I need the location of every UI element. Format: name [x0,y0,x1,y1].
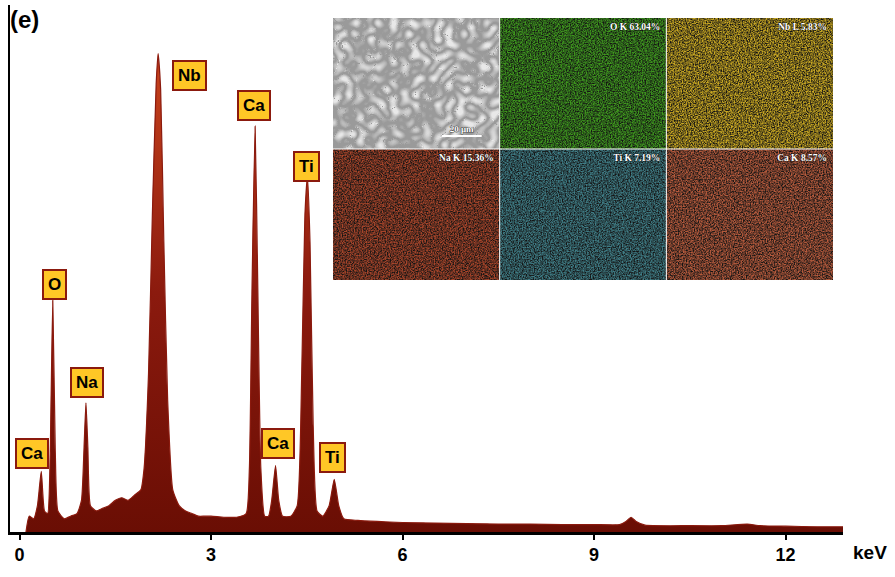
svg-text:keV: keV [853,542,887,563]
svg-text:Ca: Ca [21,444,43,463]
svg-text:Ti: Ti [299,157,314,176]
svg-text:Na K 15.36%: Na K 15.36% [439,153,494,163]
svg-text:20 μm: 20 μm [450,124,474,134]
svg-text:9: 9 [589,545,599,565]
svg-text:Ca: Ca [243,96,265,115]
svg-text:Na: Na [76,373,98,392]
html-text:(e): (e) [10,6,40,33]
svg-text:O K 63.04%: O K 63.04% [610,22,660,32]
svg-text:O: O [48,275,61,294]
svg-text:Ca: Ca [267,434,289,453]
svg-text:Ti K 7.19%: Ti K 7.19% [613,153,660,163]
svg-text:12: 12 [776,545,796,565]
svg-text:6: 6 [398,545,408,565]
svg-text:3: 3 [206,545,216,565]
svg-text:Nb: Nb [178,66,201,85]
svg-text:Ca K 8.57%: Ca K 8.57% [777,153,827,163]
svg-text:0: 0 [15,545,25,565]
svg-text:Ti: Ti [325,448,340,467]
svg-text:Nb L 5.83%: Nb L 5.83% [778,22,827,32]
